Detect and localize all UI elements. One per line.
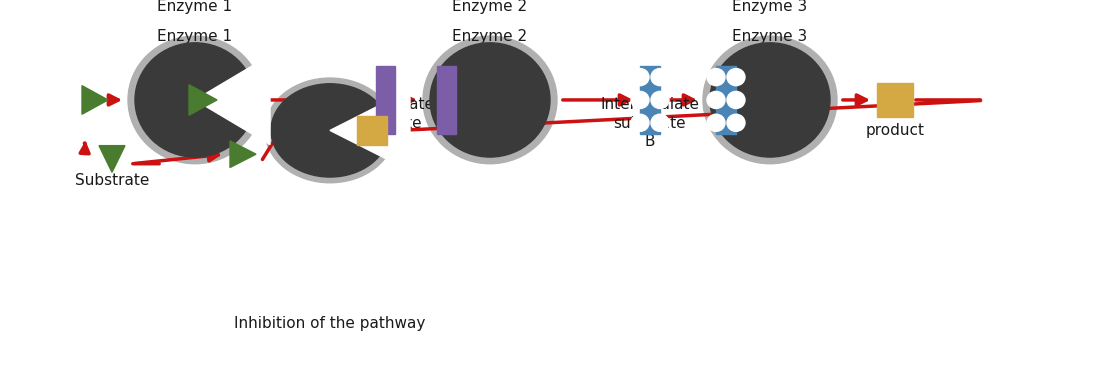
Text: End
product: End product (865, 105, 924, 138)
Text: Inhibition of the pathway: Inhibition of the pathway (234, 316, 426, 331)
Ellipse shape (702, 36, 837, 164)
Text: Enzyme 2: Enzyme 2 (453, 0, 527, 14)
FancyBboxPatch shape (878, 83, 913, 117)
Circle shape (651, 68, 669, 86)
Polygon shape (195, 55, 270, 144)
Circle shape (631, 114, 649, 131)
Text: Enzyme 1: Enzyme 1 (157, 29, 233, 44)
Circle shape (631, 91, 649, 109)
FancyBboxPatch shape (716, 66, 736, 134)
Ellipse shape (128, 36, 262, 164)
Polygon shape (190, 85, 217, 115)
Circle shape (727, 114, 745, 131)
Circle shape (707, 91, 725, 109)
Circle shape (727, 68, 745, 86)
Circle shape (631, 68, 649, 86)
FancyBboxPatch shape (376, 66, 395, 134)
Circle shape (651, 91, 669, 109)
Ellipse shape (135, 43, 255, 157)
Circle shape (707, 68, 725, 86)
Text: Enzyme 3: Enzyme 3 (733, 0, 807, 14)
Polygon shape (330, 90, 410, 171)
FancyBboxPatch shape (357, 116, 387, 145)
Text: Intermediate
substrate
A: Intermediate substrate A (336, 97, 435, 149)
Ellipse shape (265, 78, 395, 183)
Text: Substrate: Substrate (75, 173, 149, 188)
Ellipse shape (423, 36, 558, 164)
FancyBboxPatch shape (640, 66, 660, 134)
Text: Enzyme 2: Enzyme 2 (453, 29, 527, 44)
Circle shape (651, 114, 669, 131)
Polygon shape (83, 86, 108, 114)
Ellipse shape (271, 84, 389, 177)
Polygon shape (230, 141, 256, 168)
FancyBboxPatch shape (436, 66, 456, 134)
Polygon shape (99, 146, 125, 172)
Circle shape (707, 114, 725, 131)
Text: Enzyme 1: Enzyme 1 (157, 0, 233, 14)
Text: Intermediate
substrate
B: Intermediate substrate B (601, 97, 699, 149)
Ellipse shape (710, 43, 830, 157)
Ellipse shape (430, 43, 550, 157)
Text: Enzyme 3: Enzyme 3 (733, 29, 807, 44)
Circle shape (727, 91, 745, 109)
